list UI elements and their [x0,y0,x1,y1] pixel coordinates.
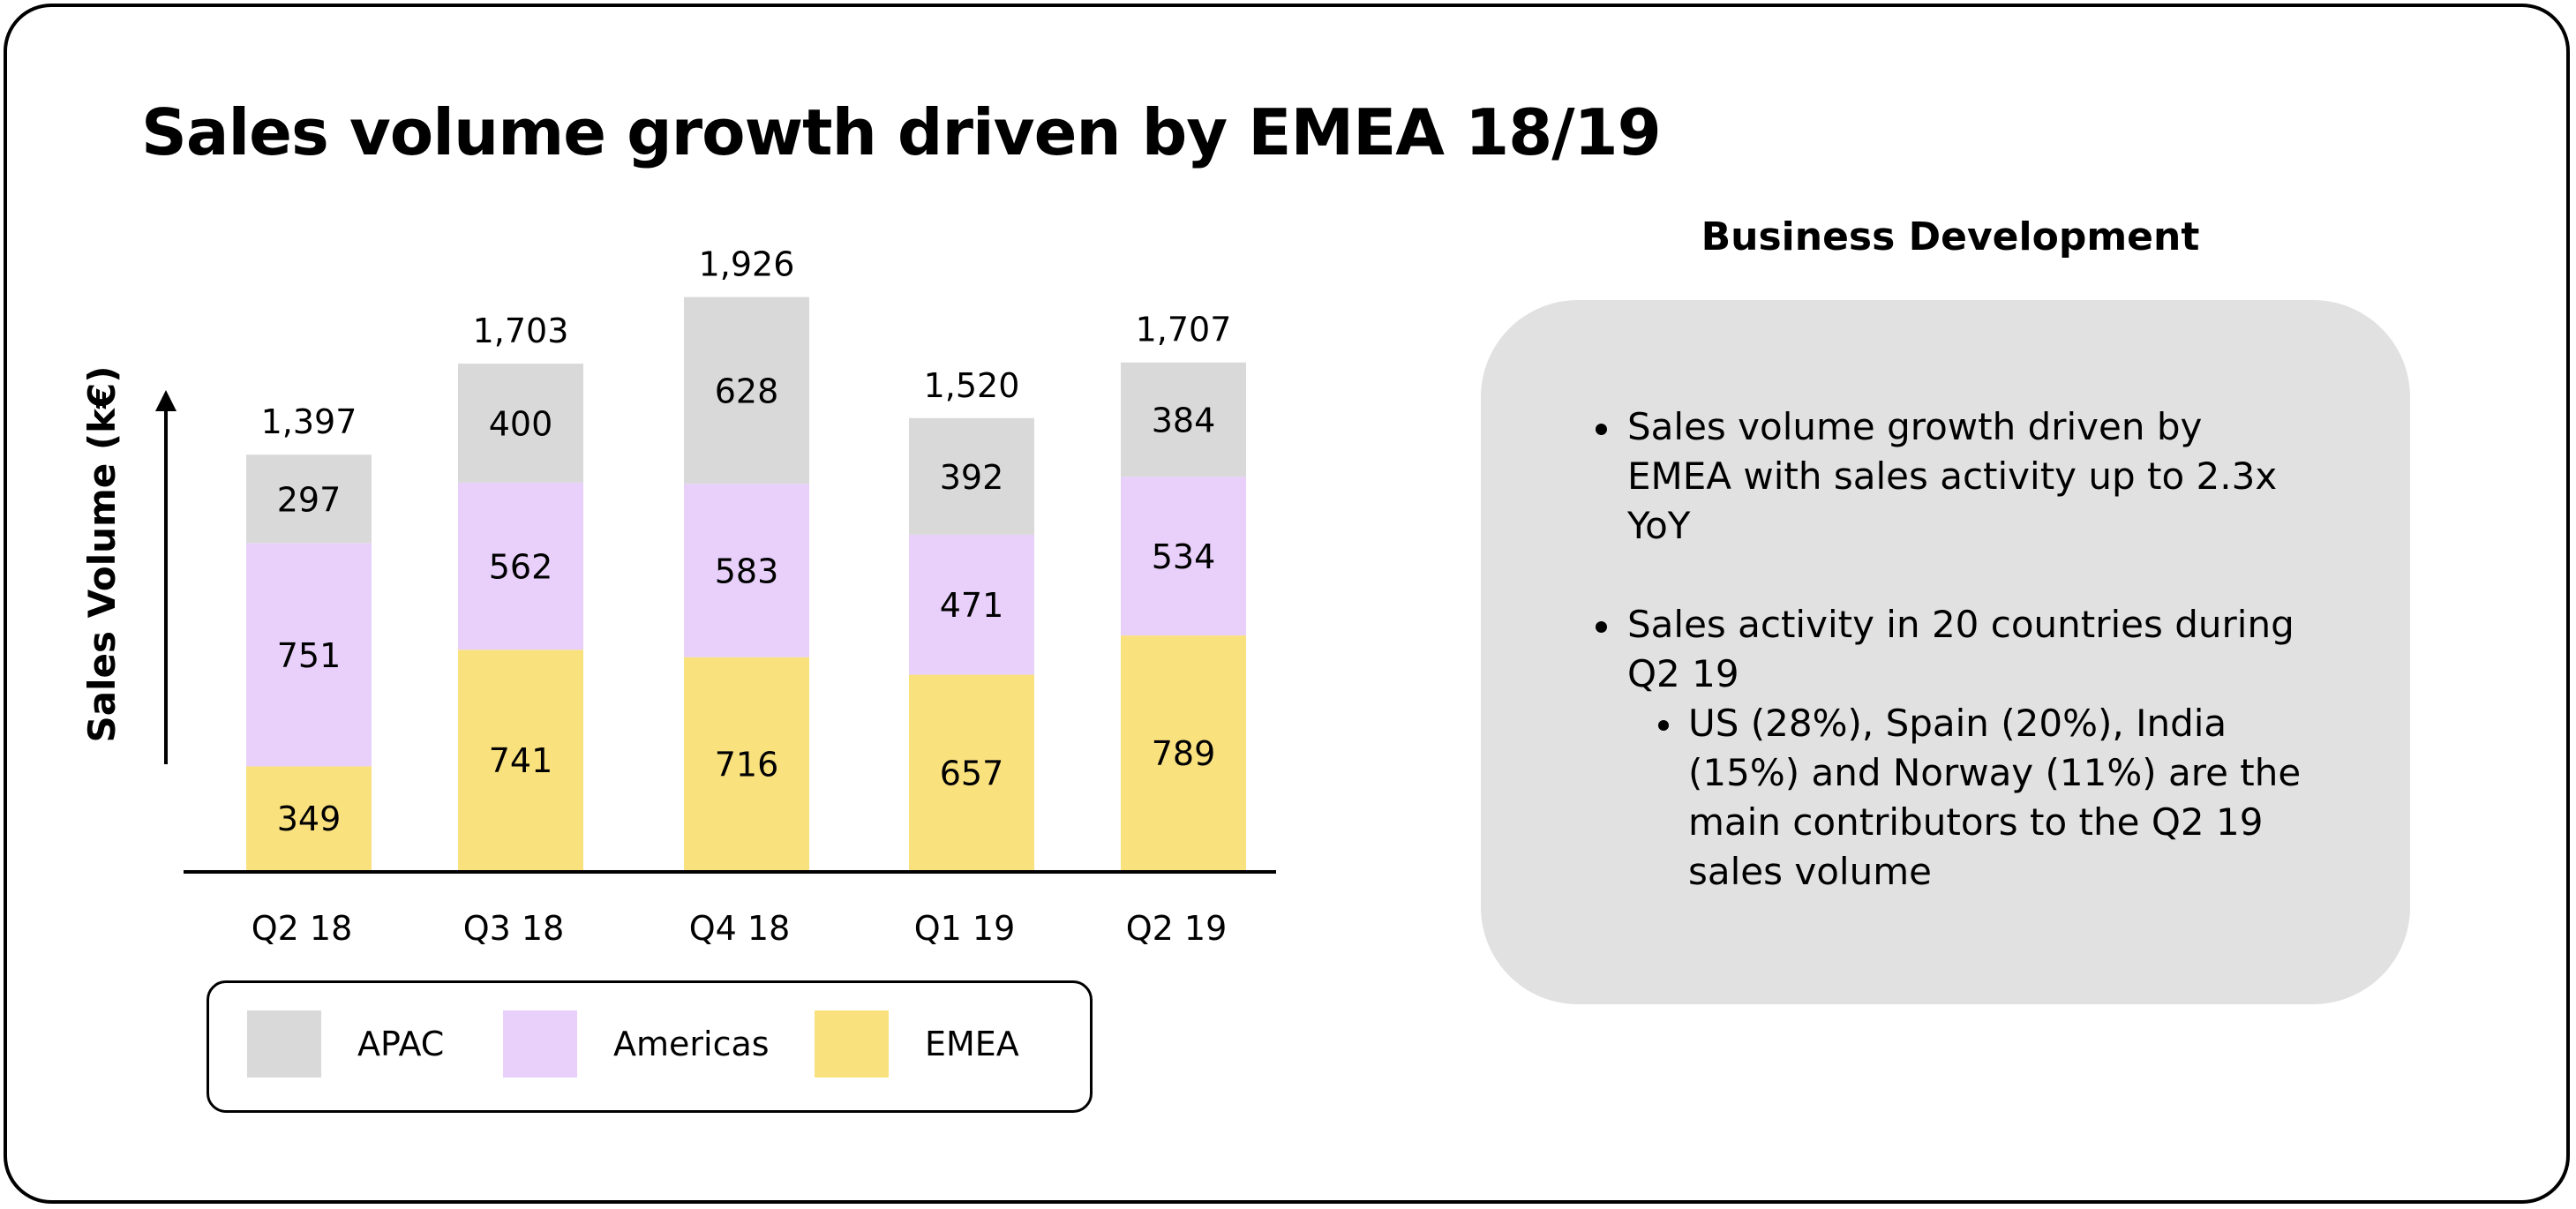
bar-segment-apac [684,297,809,484]
bar-segment-americas [458,482,583,650]
y-axis-label: Sales Volume (k€) [80,366,124,743]
bullet-line: YoY [1627,504,1691,547]
bar-value-label-emea: 349 [277,800,342,838]
bar-value-label-apac: 628 [715,372,779,410]
bullet-line: sales volume [1688,850,1932,893]
bullet-line: main contributors to the Q2 19 [1688,800,2264,844]
bullet-item: Sales activity in 20 countries during Q2 … [1596,600,2294,699]
bullet-line: Sales volume growth driven by [1627,405,2203,448]
bar-value-label-apac: 400 [489,404,553,443]
bar-value-label-americas: 562 [489,548,553,587]
bullet-line: Sales activity in 20 countries during [1627,603,2294,646]
bullet-item: Sales volume growth driven by EMEA with s… [1595,402,2278,551]
bar-segment-apac [909,417,1034,535]
bar-value-label-apac: 297 [277,480,342,519]
page-title: Sales volume growth driven by EMEA 18/19 [141,95,1662,169]
bar-segment-emea [1121,635,1246,870]
chart-legend: APAC Americas EMEA [207,980,1093,1113]
bar-segment-americas [909,534,1034,675]
bar-total-label: 1,707 [1136,311,1232,349]
bar-segment-americas [684,484,809,657]
bullet-line: EMEA with sales activity up to 2.3x [1627,454,2278,498]
bar-segment-americas [246,543,372,767]
bar-total-label: 1,397 [261,402,357,441]
bullet-line: Q2 19 [1627,652,1739,695]
x-tick-label: Q3 18 [463,909,565,948]
legend-label: EMEA [925,1025,1019,1063]
legend-swatch [815,1010,889,1078]
bar-segment-emea [246,766,372,870]
bar-total-label: 1,926 [699,245,795,284]
bar-segment-emea [684,657,809,870]
bullet-line: US (28%), Spain (20%), India [1688,702,2227,745]
x-tick-label: Q1 19 [914,909,1016,948]
bar-value-label-americas: 471 [940,586,1004,625]
bar-segment-apac [458,364,583,483]
y-axis-arrow-head [155,390,176,411]
bar-value-label-emea: 789 [1152,734,1216,773]
legend-swatch [247,1010,321,1078]
bullet-line: (15%) and Norway (11%) are the [1688,751,2302,794]
stacked-bar-chart: 349 751 297 1,397 Q2 18 741 562 400 1,703 Q3 18 71… [80,245,1276,948]
bar-total-label: 1,703 [473,312,569,350]
bar-segment-apac [246,454,372,544]
bar-value-label-emea: 657 [940,754,1004,792]
bar-value-label-emea: 716 [715,745,779,784]
bar-value-label-americas: 751 [277,636,342,675]
sub-bullet-item: US (28%), Spain (20%), India (15%) and No… [1657,699,2302,897]
bar-total-label: 1,520 [924,366,1020,405]
bar-segment-apac [1121,362,1246,477]
legend-swatch [503,1010,577,1078]
bar-segment-emea [458,650,583,870]
bar-value-label-americas: 534 [1152,537,1216,576]
bar-value-label-americas: 583 [715,552,779,590]
x-tick-label: Q2 19 [1126,909,1228,948]
bar-value-label-apac: 392 [940,458,1004,497]
business-development-panel: Sales volume growth driven by EMEA with s… [1481,300,2410,1004]
panel-title: Business Development [1701,214,2200,259]
bar-value-label-emea: 741 [489,741,553,780]
x-tick-label: Q2 18 [252,909,353,948]
legend-label: Americas [613,1025,770,1063]
bar-segment-emea [909,674,1034,870]
x-tick-label: Q4 18 [689,909,791,948]
bar-value-label-apac: 384 [1152,401,1216,439]
bar-segment-americas [1121,477,1246,636]
legend-label: APAC [357,1025,445,1063]
